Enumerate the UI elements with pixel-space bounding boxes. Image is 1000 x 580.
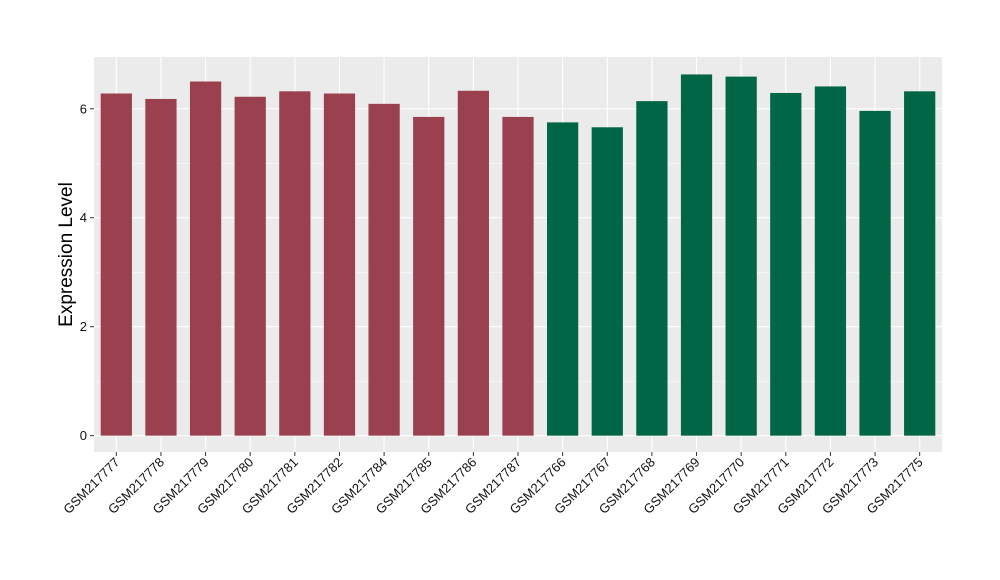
x-axis: GSM217777GSM217778GSM217779GSM217780GSM2… (60, 452, 926, 517)
bar-GSM217775 (904, 91, 936, 436)
y-tick-label: 6 (80, 101, 87, 116)
y-tick-label: 4 (80, 210, 87, 225)
bar-GSM217779 (189, 81, 222, 436)
bar-GSM217770 (725, 76, 757, 436)
y-tick-label: 0 (80, 428, 87, 443)
bar-GSM217780 (234, 96, 266, 436)
bar-GSM217782 (323, 93, 356, 436)
bar-GSM217769 (680, 74, 713, 436)
bar-GSM217778 (145, 98, 177, 436)
y-axis-title: Expression Level (56, 182, 77, 327)
bar-GSM217784 (368, 103, 400, 436)
bar-GSM217768 (636, 101, 668, 436)
bar-GSM217767 (591, 127, 623, 436)
bar-GSM217766 (547, 122, 579, 436)
bar-GSM217781 (279, 91, 311, 436)
bar-GSM217777 (100, 93, 132, 436)
bar-GSM217787 (502, 116, 534, 436)
y-tick-label: 2 (80, 319, 87, 334)
bars (100, 74, 936, 436)
bar-GSM217773 (859, 110, 891, 436)
bar-GSM217772 (814, 86, 847, 436)
y-axis: 0 2 4 6 (80, 101, 94, 443)
bar-GSM217785 (413, 116, 445, 436)
bar-GSM217771 (770, 92, 802, 436)
bar-GSM217786 (457, 90, 489, 436)
